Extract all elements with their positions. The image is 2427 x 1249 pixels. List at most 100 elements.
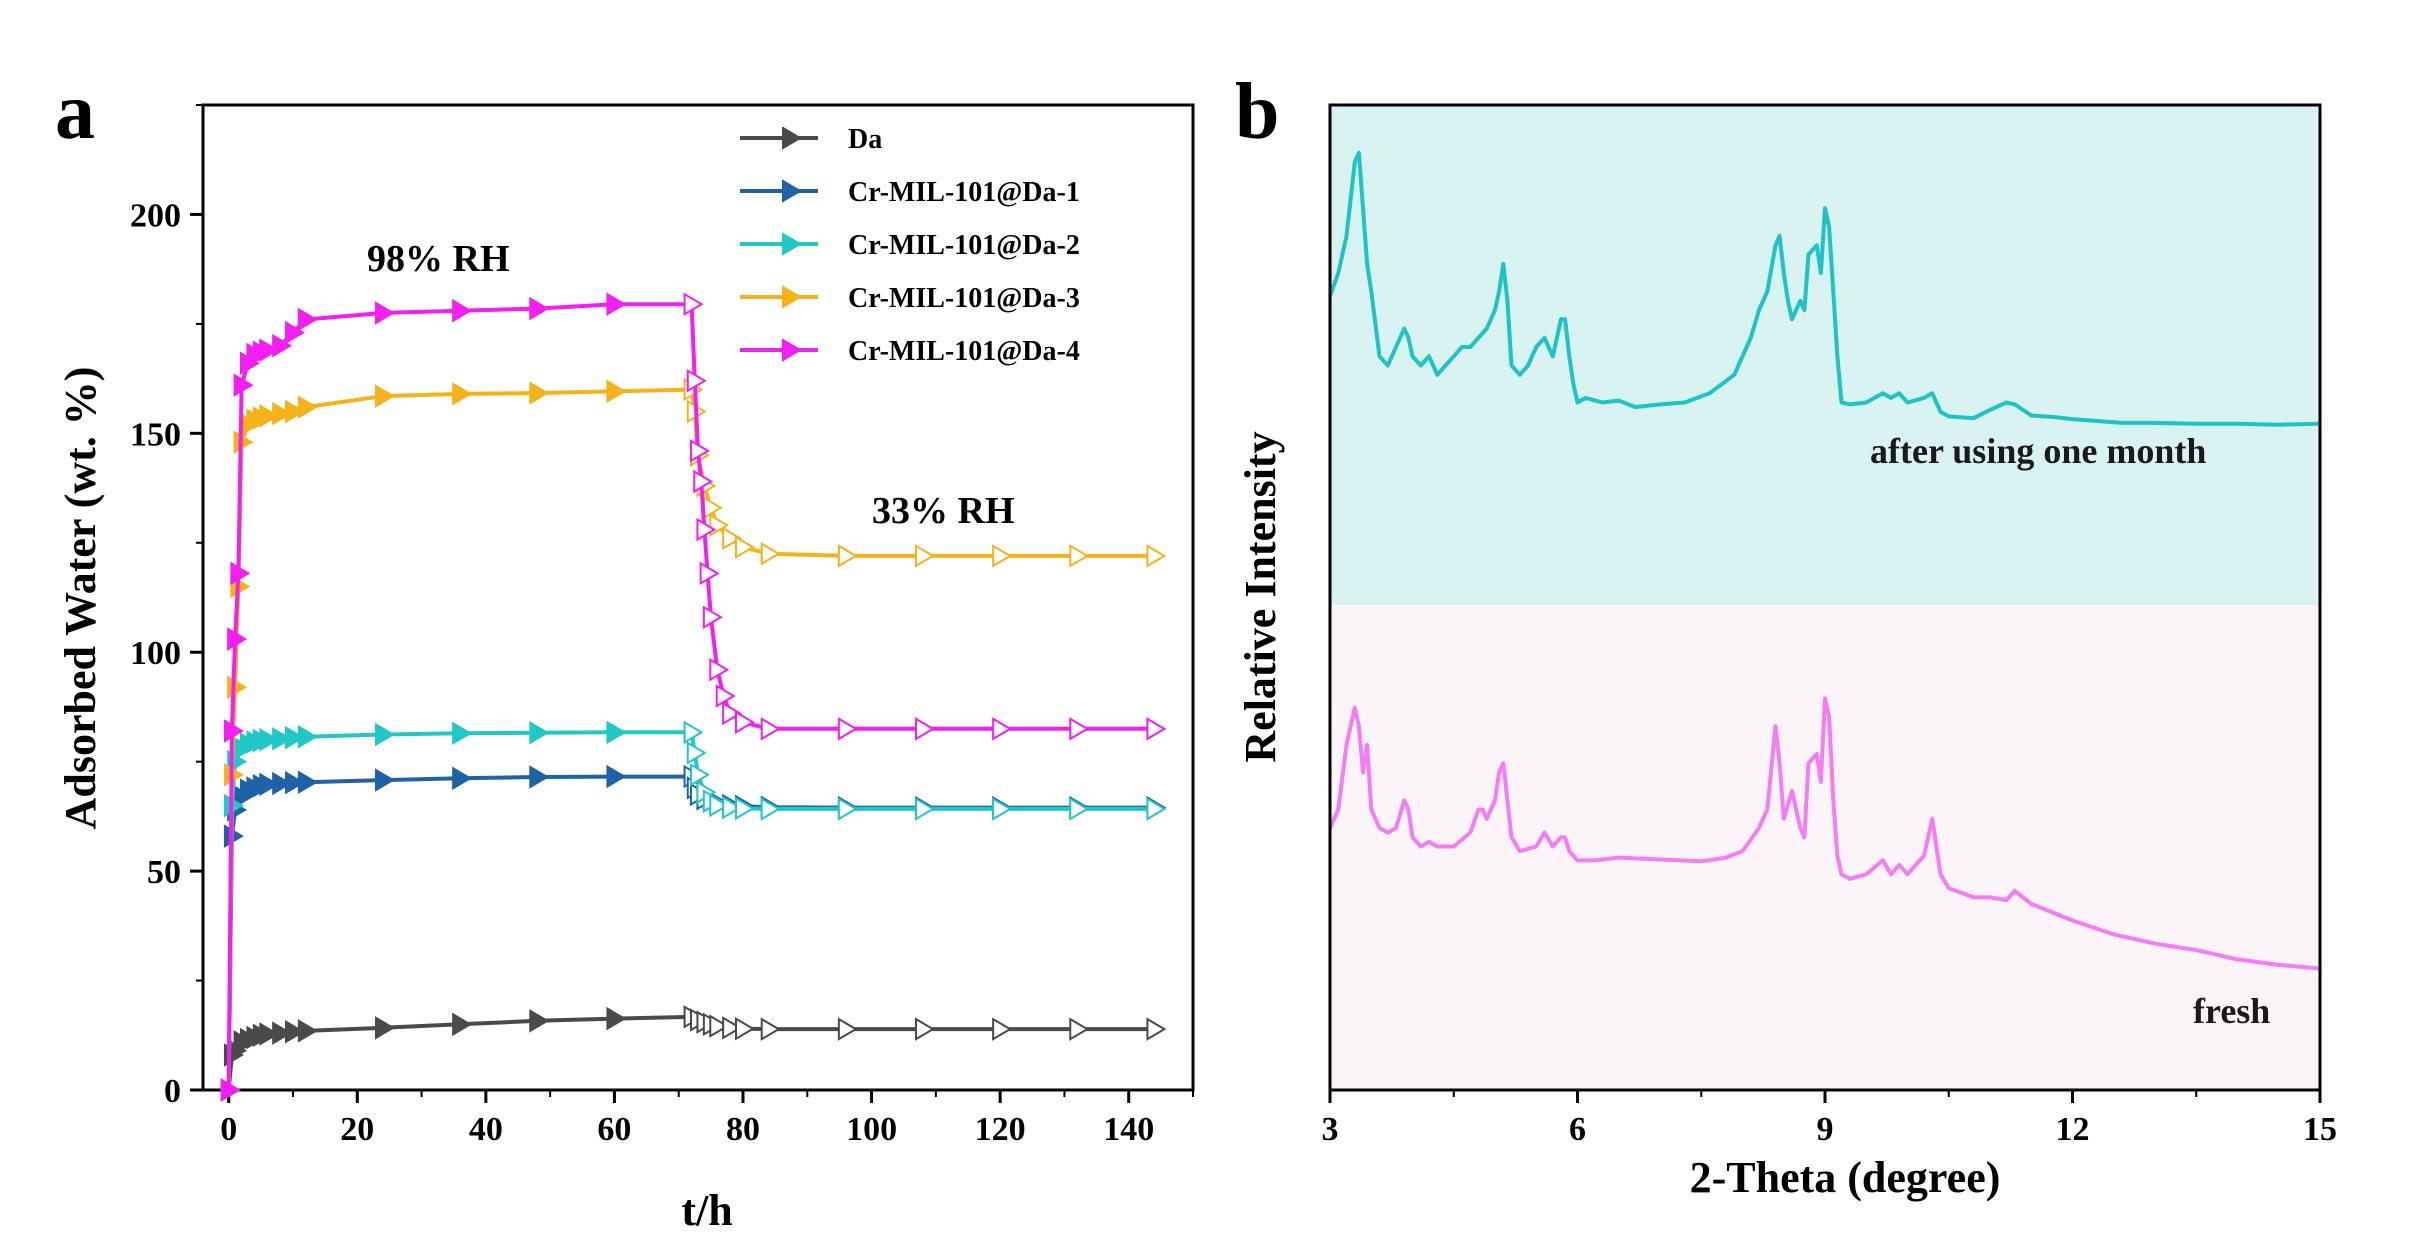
annotation-fresh: fresh [2193,991,2270,1031]
data-point-cr-mil-101-da-4 [722,701,743,726]
data-point-cr-mil-101-da-3 [529,381,550,405]
panel-a-plot-frame [201,103,1195,1092]
data-point-cr-mil-101-da-4 [735,710,755,735]
data-point-cr-mil-101-da-4 [837,717,858,741]
data-point-da [452,1012,473,1037]
data-point-cr-mil-101-da-4 [1146,717,1167,741]
legend-label-cr-mil-101-da-3: Cr-MIL-101@Da-3 [848,283,1080,314]
b-x-tick-label-9: 9 [1817,1111,1834,1148]
data-point-cr-mil-101-da-1 [272,771,293,796]
legend-marker-cr-mil-101-da-4 [782,338,802,362]
data-point-cr-mil-101-da-2 [375,722,395,747]
data-point-cr-mil-101-da-2 [285,725,305,750]
y-tick-label-200: 200 [130,197,181,234]
data-point-cr-mil-101-da-3 [992,544,1013,568]
x-tick-label-60: 60 [597,1111,631,1148]
data-point-da [992,1017,1013,1041]
data-point-cr-mil-101-da-4 [606,292,627,316]
y-tick-label-150: 150 [130,416,181,453]
legend-marker-da [782,126,802,150]
x-tick-label-40: 40 [469,1111,503,1148]
data-point-da [709,1014,730,1038]
legend-marker-cr-mil-101-da-1 [782,179,802,203]
data-point-cr-mil-101-da-4 [915,717,935,741]
data-point-da [375,1016,395,1040]
data-point-cr-mil-101-da-3 [375,384,395,408]
series-line-cr-mil-101-da-1 [226,774,1155,1091]
data-point-cr-mil-101-da-4 [992,717,1013,741]
x-tick-label-140: 140 [1103,1111,1154,1148]
after-background-band [1330,105,2320,605]
panel-a-series [220,292,1167,1102]
y-tick-label-0: 0 [164,1073,181,1110]
data-point-cr-mil-101-da-2 [272,727,293,751]
series-line-cr-mil-101-da-4 [226,302,1155,1091]
panel-a-x-axis-title: t/h [681,1186,732,1235]
data-point-cr-mil-101-da-2 [452,721,473,745]
trace-fresh [1328,696,2321,971]
legend-marker-cr-mil-101-da-2 [782,232,802,256]
b-x-tick-label-6: 6 [1569,1111,1586,1148]
data-point-da [837,1017,858,1041]
data-point-cr-mil-101-da-3 [722,526,743,551]
panel-a-letter: a [55,68,95,156]
data-point-cr-mil-101-da-4 [223,719,244,743]
x-tick-label-120: 120 [975,1111,1026,1148]
data-point-cr-mil-101-da-2 [837,797,858,821]
data-point-cr-mil-101-da-3 [285,399,305,424]
data-point-cr-mil-101-da-4 [227,627,248,651]
data-point-cr-mil-101-da-1 [375,768,395,792]
data-point-cr-mil-101-da-2 [259,728,280,752]
series-cr-mil-101-da-3 [220,377,1167,1102]
data-point-cr-mil-101-da-1 [285,770,305,795]
annotation-33rh: 33% RH [872,490,1015,532]
data-point-cr-mil-101-da-3 [735,535,755,559]
data-point-cr-mil-101-da-3 [1069,544,1090,568]
legend-label-cr-mil-101-da-1: Cr-MIL-101@Da-1 [848,177,1080,208]
data-point-cr-mil-101-da-4 [683,292,704,316]
data-point-cr-mil-101-da-4 [699,561,720,586]
data-point-cr-mil-101-da-2 [735,796,755,821]
panel-a-ticks: 0 20 40 60 80 100 120 140 0 50 100 150 200 [130,104,1194,1148]
x-tick-label-20: 20 [340,1111,374,1148]
panel-b: b 3 6 9 12 15 after using one month fresh 2-… [1235,68,2337,1202]
data-point-cr-mil-101-da-3 [606,379,627,404]
data-point-cr-mil-101-da-4 [715,684,736,708]
annotation-after-using-one-month: after using one month [1870,431,2206,471]
data-point-da [272,1021,293,1045]
data-point-cr-mil-101-da-4 [285,320,305,345]
x-tick-label-0: 0 [220,1111,237,1148]
data-point-cr-mil-101-da-4 [375,301,395,325]
data-point-cr-mil-101-da-2 [992,797,1013,821]
y-tick-label-50: 50 [147,854,181,891]
data-point-cr-mil-101-da-2 [297,724,318,749]
data-point-cr-mil-101-da-2 [709,793,730,818]
panel-b-ticks: 3 6 9 12 15 [1322,1090,2337,1148]
data-point-cr-mil-101-da-4 [696,517,717,542]
data-point-cr-mil-101-da-2 [722,795,743,820]
data-point-cr-mil-101-da-4 [690,439,710,463]
data-point-cr-mil-101-da-4 [452,299,473,323]
data-point-cr-mil-101-da-3 [259,404,280,428]
data-point-cr-mil-101-da-2 [683,720,704,745]
data-point-cr-mil-101-da-4 [230,561,251,586]
data-point-cr-mil-101-da-4 [693,469,714,494]
b-x-tick-label-3: 3 [1322,1111,1339,1148]
data-point-cr-mil-101-da-1 [452,766,473,791]
series-cr-mil-101-da-2 [220,720,1167,1102]
panel-a-legend: Da Cr-MIL-101@Da-1 Cr-MIL-101@Da-2 Cr-MIL-1… [740,124,1080,367]
data-point-cr-mil-101-da-3 [272,401,293,426]
series-cr-mil-101-da-1 [220,764,1167,1102]
data-point-cr-mil-101-da-3 [297,395,318,419]
data-point-cr-mil-101-da-1 [606,764,627,789]
data-point-da [915,1017,935,1041]
y-tick-label-100: 100 [130,635,181,672]
data-point-cr-mil-101-da-4 [220,1078,241,1102]
data-point-da [722,1016,743,1040]
data-point-da [606,1006,627,1031]
legend-label-da: Da [848,124,882,155]
data-point-da [259,1022,280,1046]
data-point-cr-mil-101-da-3 [1146,544,1167,568]
